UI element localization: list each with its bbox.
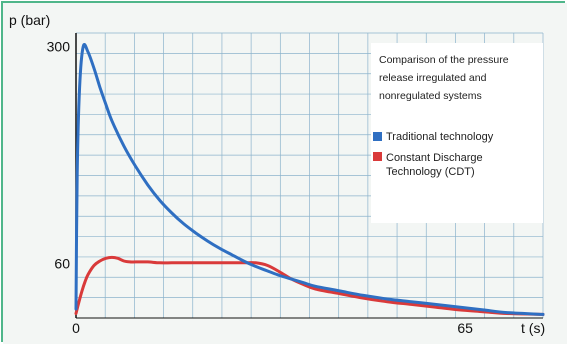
- y-axis-title: p (bar): [9, 12, 50, 28]
- legend-label-cdt-line-2: Technology (CDT): [386, 166, 475, 178]
- chart-frame: 300 60 0 65 p (bar) t (s) Comparison of the…: [1, 1, 567, 344]
- y-tick-label: 300: [47, 39, 71, 55]
- legend-label-cdt-line-1: Constant Discharge: [386, 152, 483, 164]
- series-lines: [74, 42, 545, 316]
- series-line-traditional: [74, 42, 545, 316]
- legend-label-cdt: Constant Discharge Technology (CDT): [386, 152, 486, 178]
- x-axis-title: t (s): [521, 320, 545, 336]
- x-tick-label: 0: [72, 320, 80, 336]
- chart-title-line-3: nonregulated systems: [379, 90, 482, 102]
- legend-swatch-traditional: [373, 132, 382, 141]
- legend: Comparison of the pressure release irreg…: [371, 43, 543, 223]
- series-line-cdt: [74, 255, 545, 316]
- legend-label-traditional: Traditional technology: [386, 131, 494, 143]
- chart-title-line-2: release irregulated and: [379, 72, 487, 84]
- y-tick-label: 60: [54, 256, 70, 272]
- legend-swatch-cdt: [373, 152, 382, 161]
- chart-svg: 300 60 0 65 p (bar) t (s) Comparison of the…: [3, 3, 567, 344]
- legend-box: [371, 43, 543, 223]
- chart-title-line-1: Comparison of the pressure: [379, 54, 509, 66]
- tick-labels: 300 60 0 65: [47, 39, 474, 336]
- x-tick-label: 65: [457, 320, 473, 336]
